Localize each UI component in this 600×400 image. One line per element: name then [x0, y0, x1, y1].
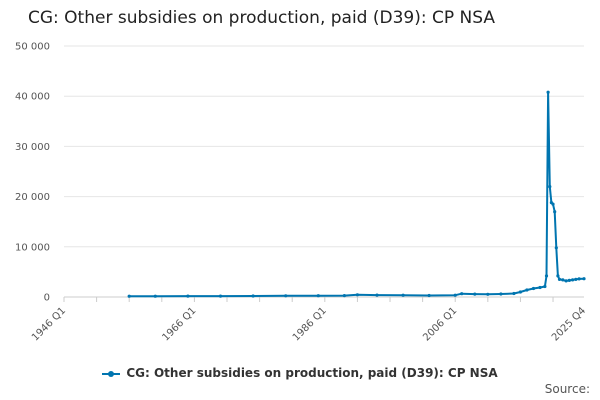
data-point[interactable]: [538, 285, 542, 290]
data-point[interactable]: [486, 292, 490, 296]
data-point[interactable]: [518, 290, 523, 294]
x-tick-label: 1966 Q1: [160, 305, 198, 343]
data-point[interactable]: [525, 288, 529, 292]
y-tick-label: 30 000: [15, 142, 50, 153]
data-point[interactable]: [186, 294, 190, 298]
source-label: Source:: [544, 382, 590, 396]
data-point[interactable]: [460, 292, 464, 296]
data-point[interactable]: [553, 210, 557, 214]
data-point[interactable]: [251, 294, 255, 298]
legend-swatch: [102, 370, 121, 377]
data-point[interactable]: [554, 246, 558, 250]
data-point[interactable]: [218, 294, 223, 298]
x-axis: [63, 296, 584, 302]
series-layer: [127, 90, 586, 298]
data-point[interactable]: [127, 294, 131, 298]
y-tick-label: 0: [44, 293, 50, 304]
data-point[interactable]: [284, 294, 288, 298]
data-point[interactable]: [557, 277, 562, 281]
data-point[interactable]: [582, 277, 586, 281]
x-axis-tick-labels: 1946 Q1 1966 Q1 1986 Q1 2006 Q1 2025 Q4: [30, 305, 588, 343]
data-point[interactable]: [546, 90, 550, 94]
data-point[interactable]: [564, 279, 568, 283]
data-point[interactable]: [499, 292, 503, 296]
data-point[interactable]: [316, 294, 320, 298]
chart-title: CG: Other subsidies on production, paid …: [28, 8, 495, 28]
data-point[interactable]: [355, 293, 359, 297]
series-line: [129, 91, 585, 298]
data-point[interactable]: [574, 277, 578, 281]
data-point[interactable]: [153, 294, 157, 298]
data-point[interactable]: [543, 284, 547, 289]
y-tick-label: 20 000: [15, 192, 50, 203]
x-tick-label: 2025 Q4: [550, 305, 588, 343]
y-tick-label: 10 000: [15, 242, 50, 253]
x-tick-label: 1986 Q1: [291, 305, 329, 343]
data-point[interactable]: [453, 293, 457, 297]
data-point[interactable]: [531, 286, 536, 291]
data-point[interactable]: [551, 202, 555, 206]
data-point[interactable]: [544, 274, 549, 278]
data-point[interactable]: [342, 294, 346, 298]
data-point[interactable]: [427, 293, 431, 298]
data-point[interactable]: [401, 293, 405, 297]
y-tick-label: 50 000: [15, 42, 50, 53]
data-point[interactable]: [375, 293, 379, 297]
data-point[interactable]: [571, 278, 575, 282]
x-tick-label: 1946 Q1: [30, 305, 68, 343]
data-point[interactable]: [561, 278, 565, 282]
grid-lines: [64, 45, 584, 248]
data-point[interactable]: [473, 292, 477, 296]
data-point[interactable]: [567, 278, 571, 282]
data-point[interactable]: [548, 185, 552, 189]
legend-label: CG: Other subsidies on production, paid …: [126, 366, 498, 380]
y-axis-tick-labels: 0 10 000 20 000 30 000 40 000 50 000: [15, 42, 50, 304]
data-point[interactable]: [577, 277, 581, 281]
y-tick-label: 40 000: [15, 92, 50, 103]
x-tick-label: 2006 Q1: [421, 305, 459, 343]
data-point[interactable]: [556, 274, 560, 278]
data-point[interactable]: [512, 291, 516, 296]
legend[interactable]: CG: Other subsidies on production, paid …: [0, 366, 600, 380]
